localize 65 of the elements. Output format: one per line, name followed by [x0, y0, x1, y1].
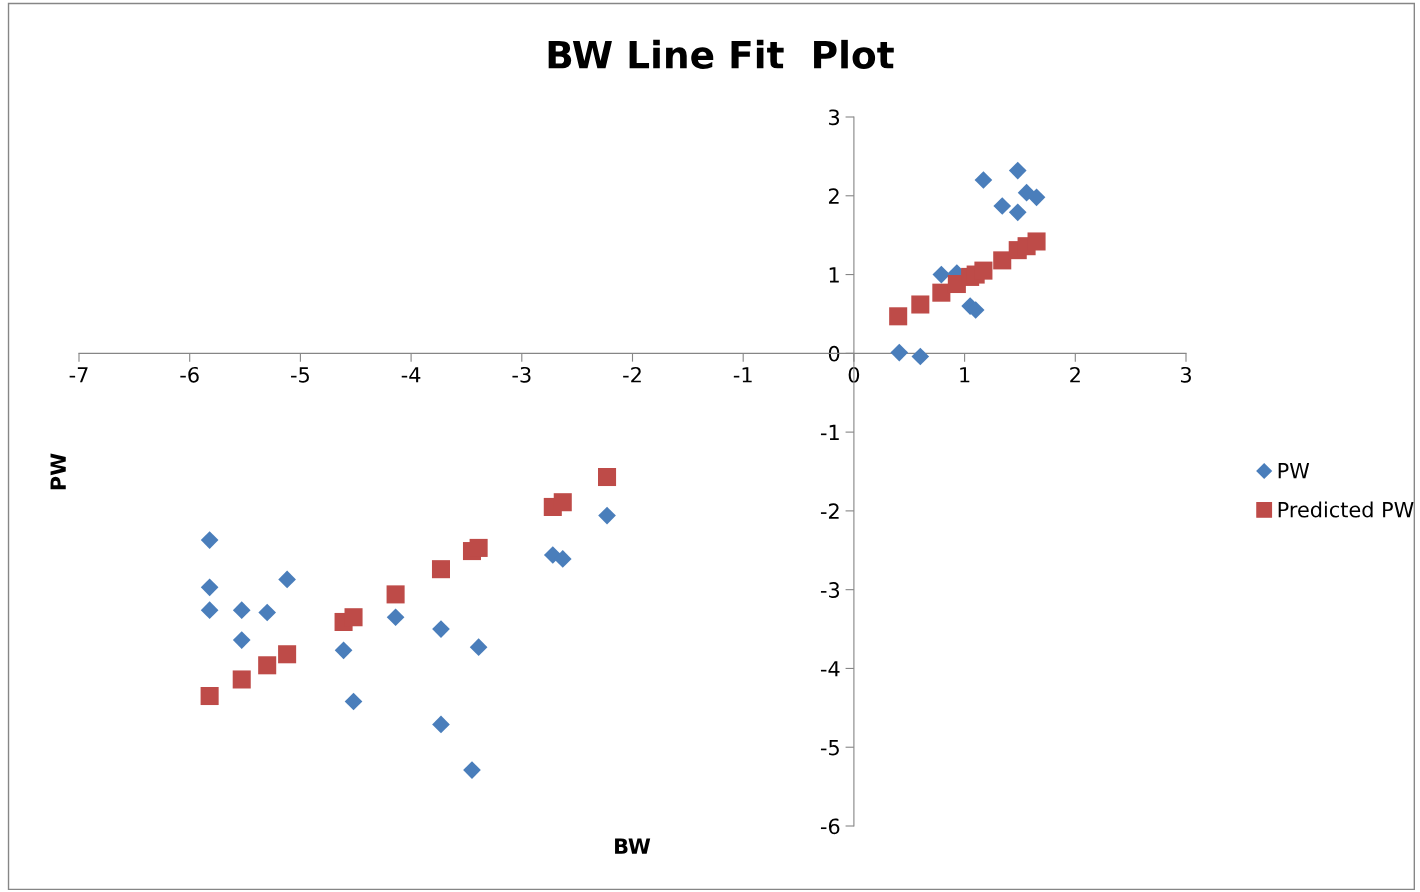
y-tick-label: 1 [829, 267, 839, 283]
point [200, 578, 219, 597]
y-tick-label: -3 [820, 582, 840, 598]
point [200, 686, 219, 706]
x-tick-label: 3 [1180, 366, 1191, 383]
point [386, 585, 405, 604]
point [232, 601, 251, 619]
point [278, 570, 296, 589]
x-tick-label: 2 [1070, 366, 1080, 383]
point [258, 656, 277, 675]
point [278, 645, 297, 664]
point [431, 560, 451, 579]
point [1027, 188, 1046, 207]
point [232, 631, 251, 649]
point [344, 608, 363, 627]
point [258, 603, 277, 622]
point [890, 343, 909, 362]
point [911, 347, 930, 366]
x-tick-label: -6 [180, 366, 199, 383]
point [1008, 203, 1027, 222]
point [911, 295, 930, 314]
point [344, 692, 363, 711]
x-tick-label: -5 [291, 367, 309, 383]
point [974, 261, 993, 280]
point [200, 531, 219, 549]
point [993, 197, 1012, 215]
x-tick-label: -2 [623, 366, 641, 383]
point [200, 601, 219, 619]
point [1008, 161, 1027, 180]
point [469, 638, 488, 657]
y-tick-label: -4 [820, 661, 840, 677]
point [974, 171, 993, 189]
x-tick-label: -1 [733, 367, 752, 383]
chart-title: BW Line Fit Plot [548, 39, 894, 69]
y-tick-label: 3 [829, 109, 840, 126]
point [598, 506, 616, 525]
point [432, 715, 450, 734]
x-tick-label: 0 [848, 366, 860, 383]
point [993, 251, 1012, 270]
point [463, 761, 481, 779]
y-tick-label: -2 [820, 503, 839, 519]
point [232, 670, 251, 689]
point [553, 550, 572, 568]
x-tick-label: -7 [69, 367, 88, 383]
x-tick-label: 1 [960, 367, 970, 383]
point [334, 641, 353, 660]
y-tick-label: -5 [820, 739, 839, 756]
point [932, 283, 951, 302]
x-axis-title: BW [615, 838, 651, 854]
point [889, 307, 908, 326]
x-tick-label: -3 [512, 366, 531, 383]
point [386, 608, 405, 627]
y-tick-label: -1 [820, 424, 839, 441]
y-tick-label: -6 [820, 818, 840, 835]
point [469, 538, 488, 557]
y-tick-label: 2 [828, 188, 839, 204]
x-tick-label: -4 [401, 367, 421, 383]
point [932, 265, 951, 284]
y-axis-title: PW [50, 453, 66, 490]
point [1027, 232, 1046, 251]
point [553, 493, 572, 512]
legend-label: PW [1278, 463, 1310, 479]
legend-label: Predicted PW [1278, 501, 1414, 518]
point [432, 620, 450, 638]
point [598, 467, 617, 487]
